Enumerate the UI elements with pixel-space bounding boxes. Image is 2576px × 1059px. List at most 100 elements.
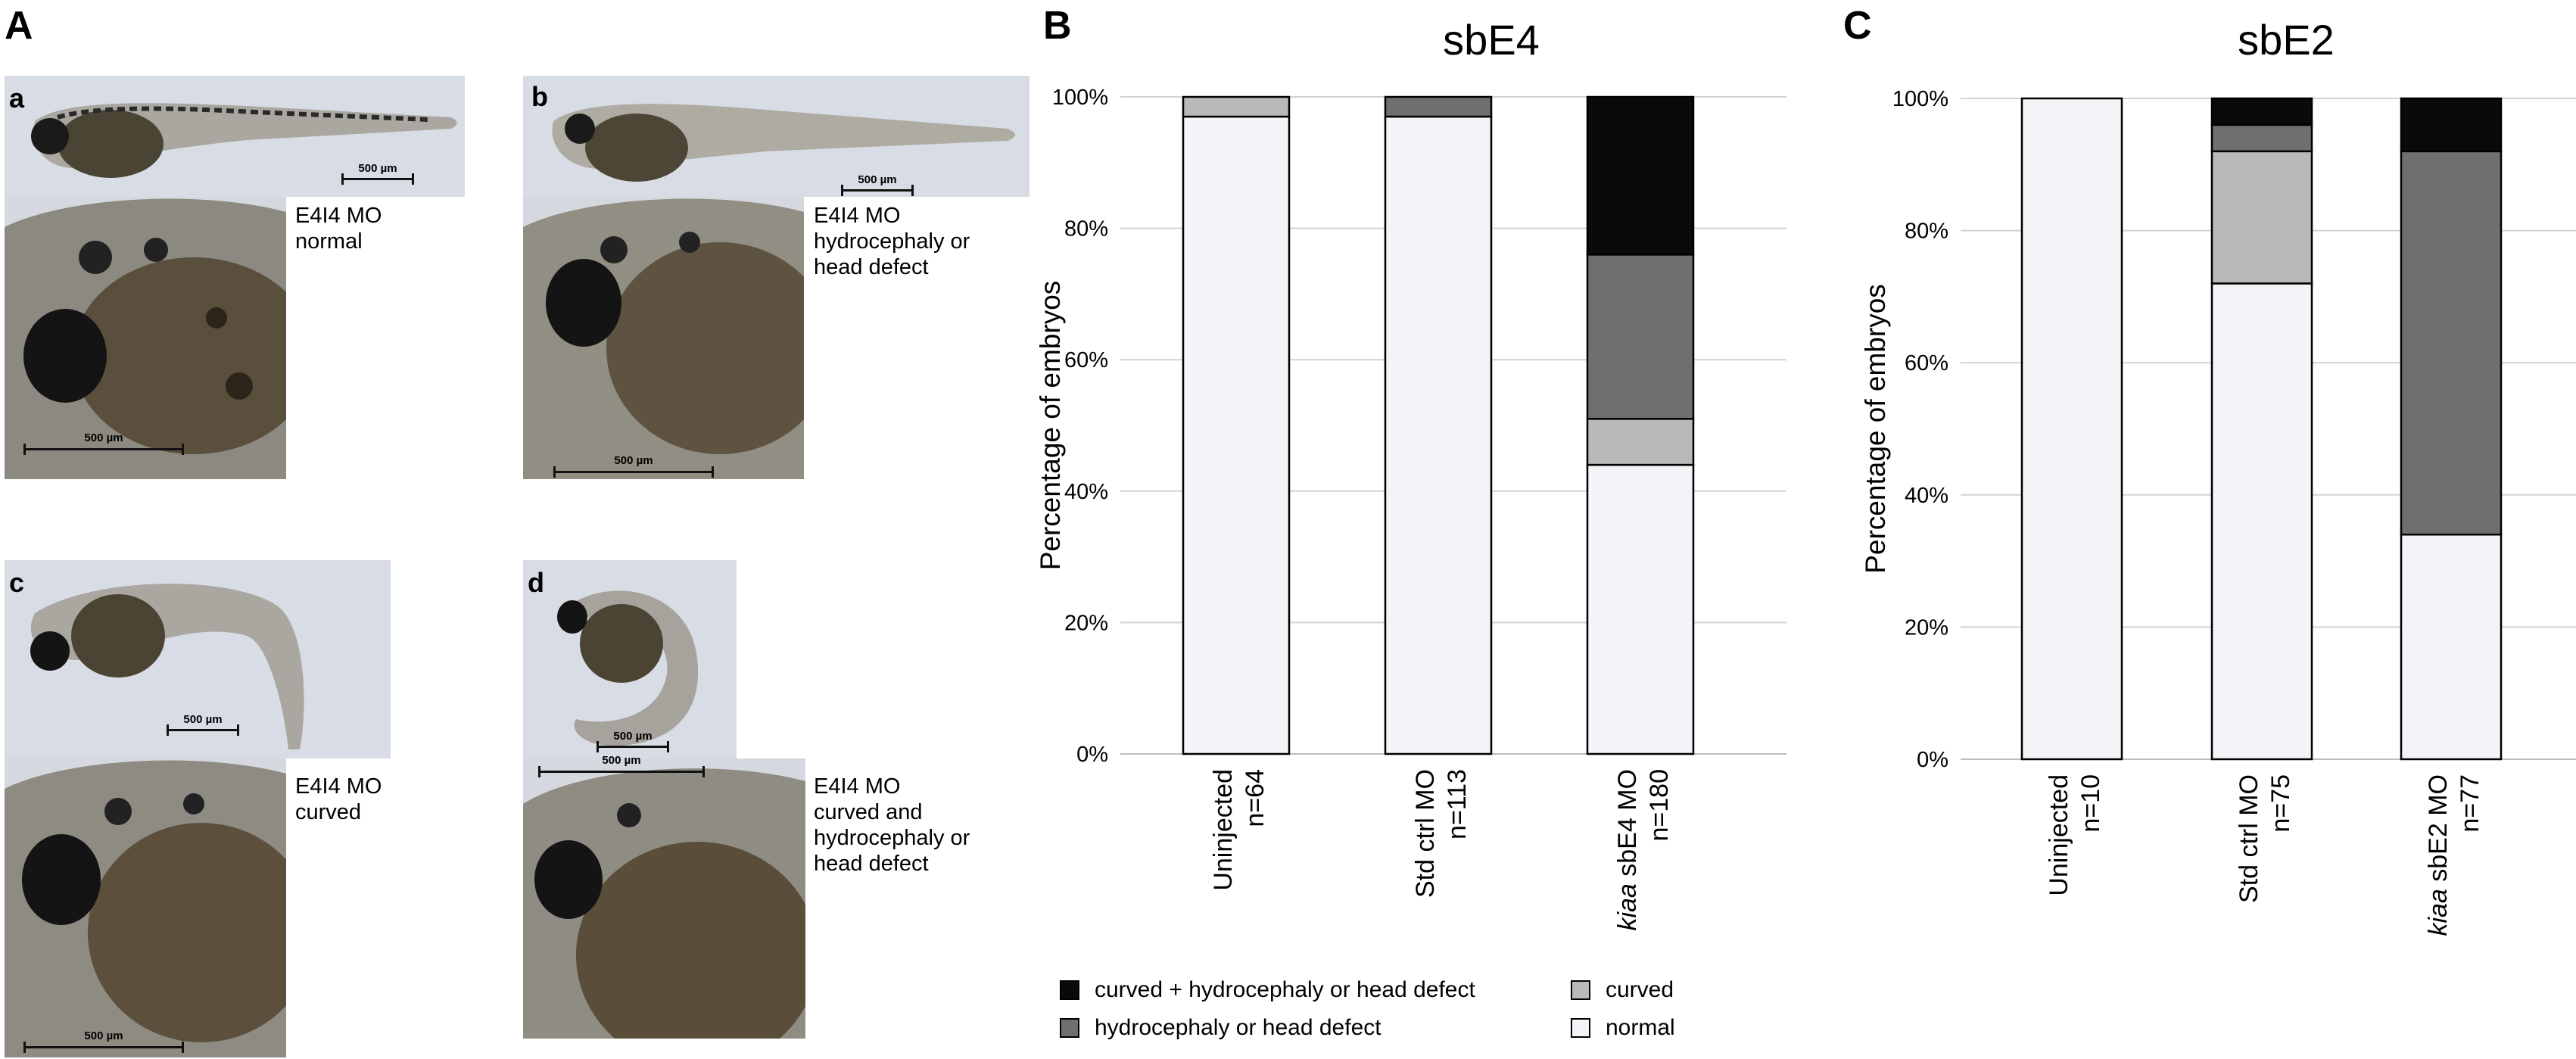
- category-n: n=75: [2266, 774, 2295, 833]
- category-n: n=10: [2076, 774, 2105, 833]
- bar-segment: [2400, 533, 2503, 761]
- y-tick-label: 100%: [1892, 87, 1948, 111]
- chart-title: sbE4: [1443, 16, 1540, 64]
- legend-label: normal: [1606, 1015, 1675, 1040]
- bar-segment: [2210, 123, 2313, 153]
- micrograph-b-whole-embryo: [523, 76, 1029, 197]
- y-axis-label: Percentage of embryos: [1860, 284, 1891, 574]
- panel-b-letter: B: [1043, 4, 1072, 48]
- caption-a: E4I4 MO normal: [295, 203, 382, 254]
- y-tick-label: 80%: [1064, 217, 1108, 241]
- scale-label-c-bottom: 500 µm: [84, 1029, 123, 1042]
- scale-bar-c-bottom: [23, 1042, 184, 1053]
- bar-segment: [1586, 418, 1695, 466]
- scale-label-d-top: 500 µm: [613, 730, 653, 743]
- legend-item-curved-hydro: curved + hydrocephaly or head defect: [1060, 977, 1475, 1003]
- y-tick-label: 40%: [1064, 480, 1108, 504]
- caption-d: E4I4 MO curved and hydrocephaly or head …: [814, 774, 970, 877]
- y-tick-label: 20%: [1064, 611, 1108, 635]
- micrograph-c-whole-embryo: [5, 560, 391, 758]
- legend-label: curved: [1606, 977, 1674, 1002]
- y-tick-label: 60%: [1064, 348, 1108, 372]
- subpanel-c-letter: c: [9, 567, 25, 598]
- scale-bar-b-top: [841, 185, 914, 196]
- category-name-italic: kiaa: [1613, 883, 1642, 930]
- scale-bar-d-top: [596, 741, 669, 752]
- category-name: kiaa sbE2 MO: [2424, 774, 2453, 936]
- category-name: Uninjected: [1209, 769, 1238, 891]
- legend-label: curved + hydrocephaly or head defect: [1095, 977, 1475, 1002]
- y-tick-label: 80%: [1905, 220, 1948, 244]
- bar-segment: [1182, 95, 1291, 118]
- y-axis-label: Percentage of embryos: [1035, 281, 1066, 571]
- caption-d-line-2: curved and: [814, 800, 923, 824]
- caption-b-line-3: head defect: [814, 255, 929, 279]
- panel-a-letter: A: [5, 4, 33, 48]
- micrograph-b-head-closeup: [523, 197, 804, 479]
- micrograph-d-whole-embryo: [523, 560, 737, 758]
- scale-label-b-bottom: 500 µm: [614, 454, 653, 467]
- scale-bar-a-top: [341, 173, 414, 185]
- y-tick-label: 100%: [1052, 86, 1108, 110]
- micrograph-c-head-closeup: [5, 758, 286, 1057]
- bar-segment: [1384, 115, 1493, 755]
- bar-segment: [1384, 95, 1493, 118]
- bar-segment: [1182, 115, 1291, 755]
- bar-segment: [2210, 150, 2313, 285]
- caption-a-line-1: E4I4 MO: [295, 204, 382, 228]
- category-n: n=113: [1443, 769, 1472, 839]
- caption-c-line-1: E4I4 MO: [295, 774, 382, 799]
- chart-sbE4: sbE4 Percentage of embryos 0% 20% 40% 60% 80% 1…: [1035, 16, 1786, 931]
- bar-segment: [2210, 97, 2313, 126]
- bar-segment: [1586, 463, 1695, 755]
- scale-label-c-top: 500 µm: [183, 713, 223, 726]
- legend-item-curved: curved: [1571, 977, 1674, 1003]
- legend-label: hydrocephaly or head defect: [1095, 1015, 1381, 1040]
- legend-item-normal: normal: [1571, 1015, 1675, 1041]
- x-category-label: Uninjected n=10: [2045, 774, 2105, 896]
- scale-label-a-top: 500 µm: [358, 162, 397, 175]
- y-tick-label: 60%: [1905, 351, 1948, 375]
- caption-c-line-2: curved: [295, 800, 362, 824]
- category-name: kiaa sbE4 MO: [1613, 769, 1642, 931]
- category-n: n=64: [1241, 769, 1269, 827]
- category-name: Uninjected: [2045, 774, 2073, 896]
- subpanel-b-letter: b: [531, 81, 548, 112]
- legend-swatch: [1571, 980, 1590, 1000]
- category-name: Std ctrl MO: [2235, 774, 2263, 903]
- caption-d-line-4: head defect: [814, 852, 929, 876]
- micrograph-d-head-closeup: [523, 758, 805, 1039]
- x-category-label: kiaa sbE4 MO n=180: [1613, 769, 1674, 931]
- y-tick-label: 0%: [1076, 743, 1108, 767]
- x-category-label: kiaa sbE2 MO n=77: [2424, 774, 2484, 936]
- scale-label-a-bottom: 500 µm: [84, 431, 123, 444]
- bar-segment: [2210, 282, 2313, 761]
- legend-swatch: [1060, 1018, 1079, 1038]
- x-category-label: Uninjected n=64: [1209, 769, 1269, 891]
- y-tick-label: 40%: [1905, 484, 1948, 508]
- bar-segment: [1586, 95, 1695, 256]
- y-tick-label: 0%: [1917, 748, 1948, 772]
- micrograph-a-whole-embryo: [5, 76, 465, 197]
- category-n: n=77: [2456, 774, 2484, 833]
- legend-swatch: [1060, 980, 1079, 1000]
- y-tick-label: 20%: [1905, 615, 1948, 640]
- x-category-label: Std ctrl MO n=75: [2235, 774, 2295, 903]
- legend-item-hydro: hydrocephaly or head defect: [1060, 1015, 1381, 1041]
- micrograph-a-head-closeup: [5, 197, 286, 479]
- bar-segment: [1586, 254, 1695, 420]
- subpanel-d-letter: d: [528, 567, 544, 598]
- caption-d-line-3: hydrocephaly or: [814, 826, 970, 850]
- bar-segment: [2400, 97, 2503, 153]
- x-category-label: Std ctrl MO n=113: [1411, 769, 1472, 898]
- subpanel-a-letter: a: [9, 83, 25, 114]
- caption-a-line-2: normal: [295, 229, 363, 254]
- bar-segment: [2020, 97, 2123, 761]
- panel-c-letter: C: [1843, 4, 1872, 48]
- caption-b-line-1: E4I4 MO: [814, 204, 901, 228]
- caption-b-line-2: hydrocephaly or: [814, 229, 970, 254]
- category-name-italic: kiaa: [2424, 889, 2453, 936]
- caption-c: E4I4 MO curved: [295, 774, 382, 825]
- scale-bar-d-bottom: [538, 766, 705, 777]
- scale-label-d-bottom: 500 µm: [602, 754, 641, 767]
